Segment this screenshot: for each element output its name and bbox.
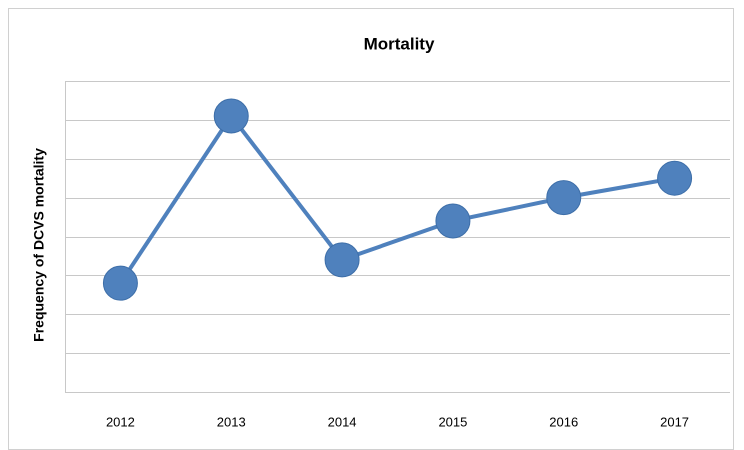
y-axis-label: Frequency of DCVS mortality [31,148,47,342]
chart-title: Mortality [364,34,435,53]
x-tick-label: 2012 [106,414,135,429]
marker [657,160,693,196]
x-tick-label: 2014 [328,414,357,429]
x-tick-label: 2015 [438,414,467,429]
x-tick-label: 2013 [217,414,246,429]
x-tick-label: 2016 [549,414,578,429]
line [118,113,675,285]
chart-frame [8,8,734,450]
marker [213,98,249,134]
marker [546,180,582,216]
marker [102,265,138,301]
marker [435,203,471,239]
marker [324,242,360,278]
x-tick-label: 2017 [660,414,689,429]
